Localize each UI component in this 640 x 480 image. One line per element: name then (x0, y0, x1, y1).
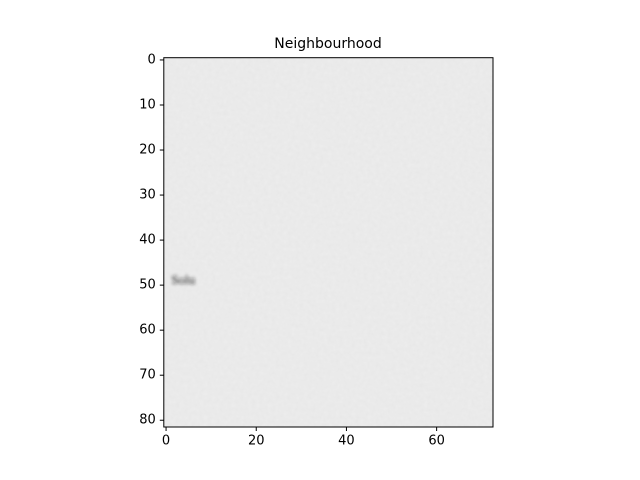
y-tick-label: 20 (139, 143, 156, 158)
image-noise (163, 57, 494, 427)
x-tick-label: 0 (162, 434, 170, 449)
y-tick-label: 0 (148, 52, 156, 67)
x-tick-label: 40 (338, 434, 355, 449)
y-tick-label: 30 (139, 188, 156, 203)
x-tick-label: 20 (248, 434, 265, 449)
image-text: Solu (171, 272, 195, 287)
y-tick-label: 40 (139, 233, 156, 248)
image: Solurislat (163, 57, 494, 427)
axes-frame (163, 57, 494, 428)
y-tick-label: 60 (139, 323, 156, 338)
image-content: Solurislat (171, 272, 195, 287)
x-tick-label: 60 (428, 434, 445, 449)
y-tick-label: 50 (139, 278, 156, 293)
y-tick-label: 80 (139, 413, 156, 428)
y-tick-label: 10 (139, 97, 156, 112)
y-tick-label: 70 (139, 368, 156, 383)
chart-title: Neighbourhood (274, 36, 381, 52)
